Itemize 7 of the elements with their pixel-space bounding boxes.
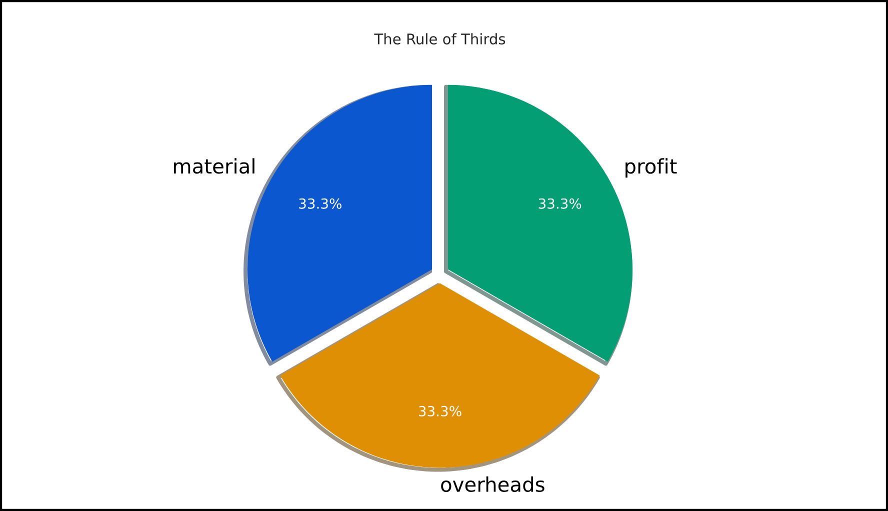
- slice-label: material: [174, 158, 254, 174]
- slice-label: overheads: [441, 476, 544, 492]
- chart-title: The Rule of Thirds: [374, 33, 506, 44]
- data-label: 33.3%: [299, 198, 342, 209]
- data-label: 33.3%: [419, 406, 462, 416]
- data-label: 33.3%: [538, 198, 582, 209]
- slice-label: profit: [626, 158, 677, 178]
